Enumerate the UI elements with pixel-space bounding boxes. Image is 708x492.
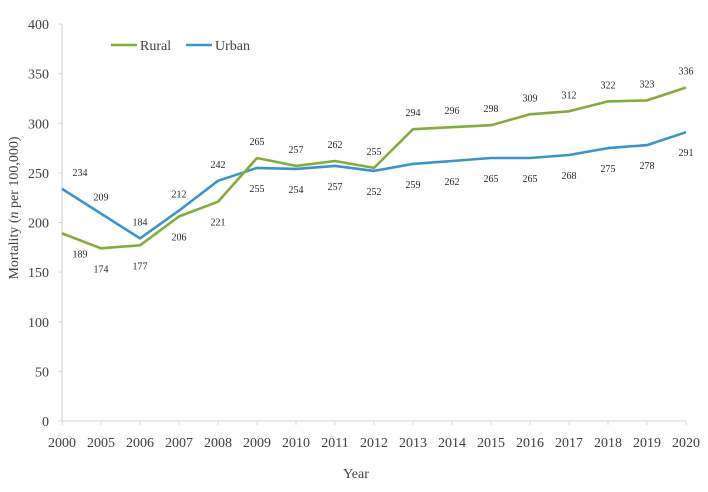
data-label-urban: 212 — [172, 190, 187, 201]
data-label-urban: 265 — [523, 174, 538, 185]
x-tick-label: 2000 — [48, 436, 76, 451]
data-label-rural: 296 — [445, 106, 460, 117]
data-label-urban: 254 — [289, 185, 304, 196]
y-tick-label: 100 — [28, 316, 49, 331]
data-label-rural: 189 — [73, 249, 88, 260]
data-label-urban: 268 — [562, 171, 577, 182]
data-labels: 189 174 177 206 221 265 257 262 255 294 296 298 309 3… — [73, 67, 694, 276]
data-label-urban: 255 — [250, 184, 265, 195]
y-tick-label: 150 — [28, 266, 49, 281]
y-axis-title-suffix: per 100,000) — [7, 136, 22, 211]
x-tick-label: 2009 — [243, 436, 271, 451]
x-axis-title: Year — [343, 467, 369, 482]
y-axis-ticks: 0 50 100 150 200 250 300 350 400 — [28, 18, 62, 430]
data-label-urban: 234 — [73, 168, 88, 179]
data-label-rural: 257 — [289, 145, 304, 156]
data-label-urban: 209 — [94, 193, 109, 204]
data-label-rural: 174 — [94, 264, 109, 275]
y-tick-label: 50 — [35, 365, 49, 380]
legend-label-rural: Rural — [140, 39, 171, 54]
y-axis-title-italic: n — [7, 212, 22, 219]
data-label-urban: 291 — [679, 148, 694, 159]
y-tick-label: 400 — [28, 18, 49, 33]
data-label-urban: 252 — [367, 187, 382, 198]
data-label-rural: 221 — [211, 218, 226, 229]
x-tick-label: 2007 — [165, 436, 193, 451]
legend-label-urban: Urban — [215, 39, 250, 54]
x-tick-label: 2016 — [516, 436, 544, 451]
data-label-rural: 322 — [601, 80, 616, 91]
x-tick-label: 2012 — [360, 436, 388, 451]
axes — [61, 24, 686, 422]
data-label-rural: 206 — [172, 233, 187, 244]
x-tick-label: 2014 — [438, 436, 466, 451]
y-axis-title: Mortality (n per 100,000) — [7, 136, 22, 279]
data-label-urban: 259 — [406, 180, 421, 191]
series-line-urban — [61, 130, 687, 240]
data-label-urban: 278 — [640, 161, 655, 172]
x-tick-label: 2005 — [87, 436, 115, 451]
data-label-rural: 323 — [640, 79, 655, 90]
data-label-urban: 262 — [445, 177, 460, 188]
data-label-urban: 242 — [211, 160, 226, 171]
data-label-urban: 265 — [484, 174, 499, 185]
data-label-rural: 298 — [484, 104, 499, 115]
data-label-urban: 257 — [328, 182, 343, 193]
x-tick-label: 2013 — [399, 436, 427, 451]
y-tick-label: 200 — [28, 217, 49, 232]
x-tick-label: 2015 — [477, 436, 505, 451]
data-label-rural: 265 — [250, 137, 265, 148]
series-line-rural — [61, 86, 687, 250]
x-tick-label: 2008 — [204, 436, 232, 451]
data-label-rural: 177 — [133, 261, 148, 272]
data-label-urban: 275 — [601, 164, 616, 175]
y-axis-title-prefix: Mortality ( — [7, 218, 22, 279]
y-tick-label: 300 — [28, 117, 49, 132]
data-label-rural: 255 — [367, 147, 382, 158]
y-tick-label: 350 — [28, 68, 49, 83]
x-tick-label: 2010 — [282, 436, 310, 451]
legend: Rural Urban — [111, 39, 250, 54]
series-lines — [61, 86, 687, 250]
x-tick-label: 2011 — [321, 436, 348, 451]
data-label-rural: 336 — [679, 67, 694, 78]
data-label-rural: 262 — [328, 140, 343, 151]
x-tick-label: 2019 — [633, 436, 661, 451]
x-tick-label: 2020 — [672, 436, 700, 451]
data-label-rural: 309 — [523, 93, 538, 104]
y-tick-label: 0 — [42, 415, 49, 430]
data-label-rural: 312 — [562, 90, 577, 101]
x-tick-label: 2018 — [594, 436, 622, 451]
x-axis-ticks: 2000 2005 2006 2007 2008 2009 2010 2011 2012 2013… — [48, 421, 700, 451]
y-tick-label: 250 — [28, 167, 49, 182]
x-tick-label: 2017 — [555, 436, 583, 451]
data-label-urban: 184 — [133, 217, 148, 228]
x-tick-label: 2006 — [126, 436, 154, 451]
data-label-rural: 294 — [406, 108, 421, 119]
